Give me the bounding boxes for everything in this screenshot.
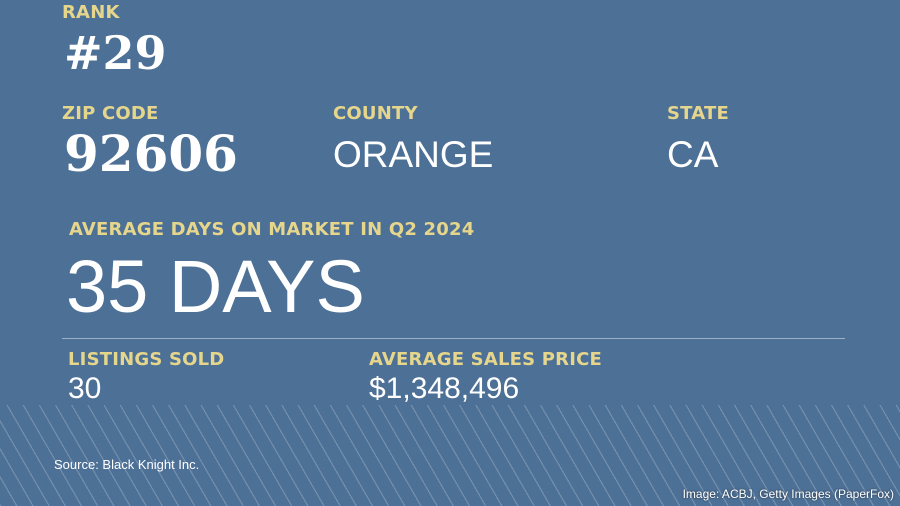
avg-sales-price-label: AVERAGE SALES PRICE bbox=[369, 349, 603, 370]
listings-sold-label: LISTINGS SOLD bbox=[68, 349, 225, 370]
state-label: STATE bbox=[667, 103, 729, 124]
days-on-market-value: 35 DAYS bbox=[66, 245, 365, 328]
image-credit: Image: ACBJ, Getty Images (PaperFox) bbox=[682, 487, 894, 501]
county-value: ORANGE bbox=[333, 134, 494, 175]
source-note: Source: Black Knight Inc. bbox=[54, 457, 200, 472]
zip-code-value: 92606 bbox=[64, 124, 238, 183]
zip-code-label: ZIP CODE bbox=[62, 103, 159, 124]
hatch-pattern bbox=[0, 405, 900, 506]
state-value: CA bbox=[667, 134, 719, 175]
listings-sold-value: 30 bbox=[68, 372, 102, 405]
avg-sales-price-value: $1,348,496 bbox=[369, 372, 520, 405]
rank-value: #29 bbox=[64, 26, 167, 80]
county-label: COUNTY bbox=[333, 103, 418, 124]
rank-label: RANK bbox=[62, 2, 120, 23]
days-on-market-label: AVERAGE DAYS ON MARKET IN Q2 2024 bbox=[69, 219, 475, 240]
divider bbox=[62, 338, 845, 339]
